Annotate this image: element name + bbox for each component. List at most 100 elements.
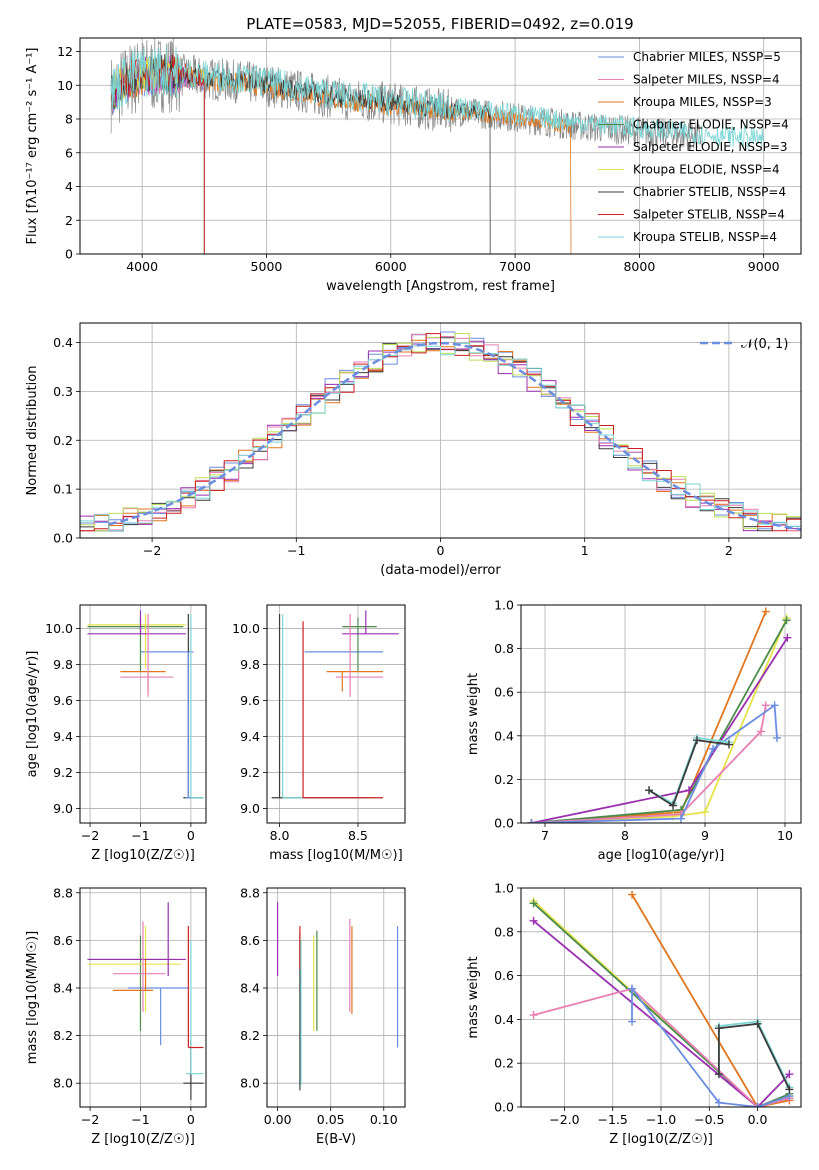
plot-area: [271, 610, 399, 799]
legend-entry: Chabrier ELODIE, NSSP=4: [633, 118, 789, 132]
data-point-marker: [529, 899, 538, 908]
y-tick-label: 8.8: [240, 885, 260, 900]
legend-entry: Salpeter STELIB, NSSP=4: [633, 208, 785, 222]
data-point-marker: [785, 1070, 794, 1079]
figure-title: PLATE=0583, MJD=52055, FIBERID=0492, z=0…: [246, 15, 633, 33]
plot-area: [80, 331, 801, 532]
y-tick-label: 9.6: [240, 693, 260, 708]
data-point-marker: [757, 727, 765, 736]
x-tick-label: 0: [437, 543, 445, 558]
grid-lines: [521, 604, 801, 824]
plot-area: [87, 902, 204, 1100]
mass-weight-series-line: [533, 987, 790, 1107]
age-vs-metallicity-panel: −2 −1 0 9.0 9.2 9.4 9.6 9.8 10.0 Z [log10(Z/Z☉)] a…: [25, 604, 207, 863]
y-tick-label: 9.4: [53, 729, 73, 744]
x-tick-label: −0.5: [694, 1112, 724, 1127]
x-tick-label: 0.00: [264, 1112, 292, 1127]
histogram-series: [80, 343, 801, 532]
legend-entry: Chabrier MILES, NSSP=5: [633, 50, 781, 64]
legend-entry: Kroupa STELIB, NSSP=4: [633, 230, 777, 244]
x-axis-label: age [log10(age/yr)]: [598, 848, 725, 863]
age-vs-mass-panel: 8.0 8.5 9.0 9.2 9.4 9.6 9.8 10.0 mass [log10(M/M…: [232, 604, 406, 863]
grid-lines: [267, 888, 405, 1107]
y-tick-label: 9.2: [240, 765, 260, 780]
y-tick-label: 8.2: [240, 1028, 260, 1043]
y-tick-label: 0.3: [53, 384, 73, 399]
y-tick-label: 10.0: [232, 621, 260, 636]
x-axis-label: wavelength [Angstrom, rest frame]: [326, 279, 555, 294]
x-tick-label: −1.5: [598, 1112, 628, 1127]
y-tick-label: 8.2: [53, 1028, 73, 1043]
data-point-marker: [677, 814, 685, 823]
y-tick-label: 8.8: [53, 885, 73, 900]
grid-lines: [80, 605, 206, 823]
y-tick-label: 0.2: [494, 772, 514, 787]
axes-frame: [79, 887, 207, 1108]
y-tick-label: 8.0: [240, 1076, 260, 1091]
axes-frame: [79, 37, 802, 255]
data-point-marker: [753, 1019, 762, 1028]
data-point-marker: [773, 733, 781, 742]
mass-weight-series-line: [631, 986, 790, 1107]
weight-vs-metallicity-panel: −2.0 −1.5 −1.0 −0.5 0.0 0.0 0.2 0.4 0.6 0.8 1.0 Z […: [466, 881, 802, 1147]
x-tick-label: 0: [187, 1112, 195, 1127]
axes-frame: [266, 604, 406, 824]
y-tick-label: 9.8: [240, 657, 260, 672]
x-tick-label: 9: [701, 828, 709, 843]
grid-lines: [521, 887, 801, 1108]
data-point-marker: [761, 607, 770, 616]
legend-entry: Chabrier STELIB, NSSP=4: [633, 185, 786, 199]
x-tick-label: 1: [581, 543, 589, 558]
y-tick-label: 9.0: [53, 801, 73, 816]
x-tick-label: 0.0: [748, 1112, 768, 1127]
x-axis-label: Z [log10(Z/Z☉)]: [609, 1132, 713, 1147]
data-point-marker: [529, 916, 538, 925]
data-point-marker: [770, 701, 779, 710]
y-tick-label: 9.4: [240, 729, 260, 744]
x-tick-label: −2: [81, 1112, 99, 1127]
x-tick-label: −2.0: [549, 1112, 579, 1127]
x-tick-label: 7: [541, 828, 549, 843]
x-tick-label: 6000: [375, 259, 407, 274]
y-tick-label: 1.0: [494, 598, 514, 613]
y-tick-label: 0: [65, 247, 73, 262]
y-tick-label: 0.4: [494, 728, 514, 743]
x-tick-label: 8: [621, 828, 629, 843]
mass-weight-series-line: [531, 705, 767, 823]
legend-entry: Kroupa ELODIE, NSSP=4: [633, 163, 780, 177]
plot-area: [87, 610, 204, 799]
y-tick-label: 10: [57, 78, 73, 93]
data-point-marker: [669, 801, 677, 810]
y-tick-label: 9.8: [53, 657, 73, 672]
x-tick-label: 0.05: [317, 1112, 345, 1127]
y-tick-label: 8.6: [53, 933, 73, 948]
x-tick-label: −1: [131, 1112, 149, 1127]
data-point-marker: [645, 786, 653, 795]
mass-weight-series-line: [533, 920, 791, 1107]
data-point-marker: [529, 1011, 538, 1020]
x-tick-label: 8.5: [348, 828, 368, 843]
y-tick-label: 8.4: [53, 980, 73, 995]
y-tick-label: 9.2: [53, 765, 73, 780]
mass-weight-series-line: [718, 1020, 791, 1088]
y-tick-label: 0.8: [494, 641, 514, 656]
x-tick-label: 2: [725, 543, 733, 558]
data-point-marker: [701, 808, 709, 817]
y-axis-label: age [log10(age/yr)]: [25, 651, 40, 778]
y-tick-label: 8: [65, 112, 73, 127]
y-tick-label: 1.0: [494, 881, 514, 896]
grid-lines: [267, 605, 405, 823]
y-tick-label: 9.6: [53, 693, 73, 708]
data-point-marker: [753, 1103, 762, 1107]
mass-weight-series-line: [532, 902, 790, 1107]
y-axis-label: mass weight: [466, 956, 481, 1038]
data-point-marker: [714, 1070, 723, 1079]
weight-vs-age-panel: 7 8 9 10 0.0 0.2 0.4 0.6 0.8 1.0 age [log10(age/yr…: [466, 598, 802, 863]
residuals-panel: −2 −1 0 1 2 0.0 0.1 0.2 0.3 0.4 (data-model)/error…: [25, 322, 802, 578]
data-point-marker: [628, 984, 637, 993]
x-axis-label: Z [log10(Z/Z☉)]: [91, 848, 195, 863]
y-tick-label: 4: [65, 179, 73, 194]
data-point-marker: [761, 701, 770, 710]
axes-frame: [520, 887, 802, 1108]
